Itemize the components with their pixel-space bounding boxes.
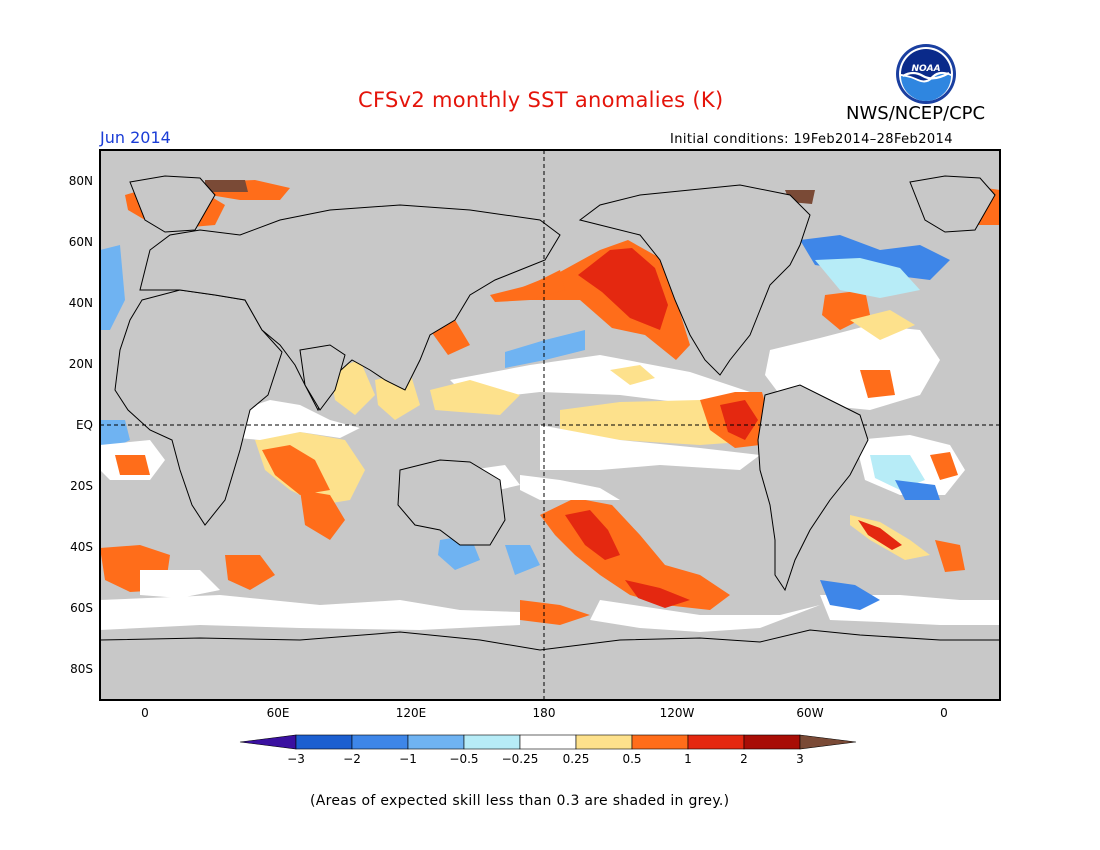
lat-label: 80S [70, 662, 93, 676]
map-panel [99, 149, 1001, 701]
noaa-logo-text: NOAA [911, 64, 940, 74]
lat-label: 20S [70, 479, 93, 493]
lon-label: 180 [533, 706, 556, 720]
colorbar-swatch [687, 734, 745, 750]
colorbar-swatch [519, 734, 577, 750]
lat-label: 80N [69, 174, 93, 188]
colorbar-level-label: −0.5 [449, 752, 478, 766]
colorbar-swatch [743, 734, 801, 750]
longitude-labels: 0 60E 120E 180 120W 60W 0 [141, 706, 948, 720]
colorbar-level-label: −3 [287, 752, 305, 766]
lat-label: EQ [76, 418, 93, 432]
caption: (Areas of expected skill less than 0.3 a… [310, 793, 730, 809]
colorbar-swatch [799, 734, 857, 750]
colorbar: −3 −2 −1 −0.5 −0.25 0.25 0.5 1 2 3 [239, 734, 857, 766]
colorbar-swatch [295, 734, 353, 750]
colorbar-level-label: −0.25 [502, 752, 539, 766]
agency-label: NWS/NCEP/CPC [846, 103, 986, 124]
colorbar-level-label: 1 [684, 752, 692, 766]
lon-label: 0 [940, 706, 948, 720]
lon-label: 0 [141, 706, 149, 720]
initial-conditions-label: Initial conditions: 19Feb2014–28Feb2014 [670, 132, 953, 147]
lon-label: 120W [660, 706, 695, 720]
lat-label: 40N [69, 296, 93, 310]
latitude-labels: 80N 60N 40N 20N EQ 20S 40S 60S 80S [69, 174, 93, 676]
colorbar-swatch [575, 734, 633, 750]
colorbar-level-label: 0.5 [622, 752, 641, 766]
colorbar-level-label: 3 [796, 752, 804, 766]
colorbar-swatch [463, 734, 521, 750]
land-masses [99, 175, 1001, 701]
lat-label: 40S [70, 540, 93, 554]
colorbar-level-label: −2 [343, 752, 361, 766]
anomaly-fields [100, 180, 1000, 632]
colorbar-swatch [631, 734, 689, 750]
colorbar-level-label: −1 [399, 752, 417, 766]
forecast-month-label: Jun 2014 [100, 128, 171, 147]
colorbar-swatch [239, 734, 297, 750]
lon-label: 60W [796, 706, 823, 720]
lon-label: 120E [396, 706, 427, 720]
chart-title: CFSv2 monthly SST anomalies (K) [358, 88, 724, 112]
colorbar-level-label: 2 [740, 752, 748, 766]
lat-label: 60S [70, 601, 93, 615]
lat-label: 60N [69, 235, 93, 249]
map-frame [99, 149, 1001, 701]
lat-label: 20N [69, 357, 93, 371]
lon-label: 60E [267, 706, 290, 720]
noaa-logo-icon: NOAA [896, 44, 956, 104]
colorbar-swatch [407, 734, 465, 750]
colorbar-level-label: 0.25 [563, 752, 590, 766]
colorbar-swatch [351, 734, 409, 750]
